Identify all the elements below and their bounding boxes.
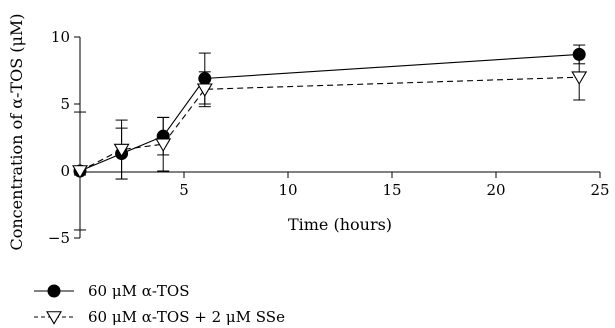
x-axis-title: Time (hours) xyxy=(288,215,392,234)
x-tick-label: 5 xyxy=(179,181,189,199)
y-tick-label: 0 xyxy=(60,162,70,180)
series-layer xyxy=(72,44,588,231)
x-tick-label: 20 xyxy=(486,181,505,199)
series-2 xyxy=(72,53,588,231)
data-point xyxy=(113,143,130,158)
legend-item-1: 60 μM α-TOS xyxy=(34,282,190,300)
data-point xyxy=(72,165,88,179)
legend-label: 60 μM α-TOS + 2 μM SSe xyxy=(88,308,285,326)
legend-marker xyxy=(47,284,61,298)
series-1 xyxy=(73,44,586,180)
x-tick-label: 10 xyxy=(278,181,297,199)
legend-marker xyxy=(46,311,62,325)
x-tick-label: 15 xyxy=(382,181,401,199)
y-tick-label: 10 xyxy=(51,28,70,46)
legend-label: 60 μM α-TOS xyxy=(88,282,190,300)
y-tick-label: 5 xyxy=(60,95,70,113)
data-point xyxy=(155,138,172,152)
data-point xyxy=(571,71,588,85)
axes: −5 0 5 10 5 10 15 20 25 Time (hours) Concentration… xyxy=(7,13,610,250)
y-axis-title: Concentration of α-TOS (μM) xyxy=(7,13,26,250)
x-tick-label: 25 xyxy=(590,181,609,199)
legend-item-2: 60 μM α-TOS + 2 μM SSe xyxy=(34,308,285,326)
data-point xyxy=(196,83,213,97)
series-line xyxy=(79,53,580,172)
series-line xyxy=(79,76,580,172)
y-tick-label: −5 xyxy=(48,229,70,247)
legend: 60 μM α-TOS 60 μM α-TOS + 2 μM SSe xyxy=(34,282,285,326)
